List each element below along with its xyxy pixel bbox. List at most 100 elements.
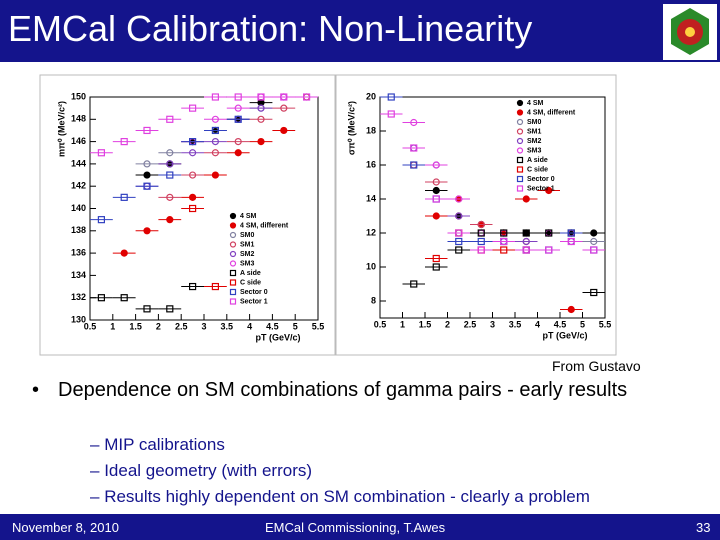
marker [143,227,151,235]
marker [143,160,151,168]
marker [432,178,440,186]
y-tick-label: 138 [71,225,86,235]
marker [143,182,151,190]
marker [97,149,106,157]
marker [280,104,288,112]
logo [663,4,717,60]
y-tick-label: 144 [71,158,86,168]
marker [189,171,197,179]
marker [257,104,265,112]
marker [166,216,174,224]
y-tick-label: 18 [366,125,376,135]
marker [234,138,242,146]
x-tick-label: 4.5 [554,319,567,329]
x-tick-label: 5.5 [312,321,325,331]
marker [522,246,530,254]
x-tick-label: 3 [490,319,495,329]
marker [211,126,219,135]
y-tick-label: 130 [71,314,86,324]
marker [567,229,575,237]
marker [432,212,440,220]
legend-marker [516,137,524,145]
title-bar: EMCal Calibration: Non-Linearity [0,0,720,62]
marker [189,282,197,291]
marker [500,246,508,254]
marker [189,138,197,146]
marker [234,93,242,101]
footer-event: EMCal Commissioning, T.Awes [265,520,446,535]
chart-frame [335,74,617,356]
marker [234,115,242,123]
sub-bullets: MIP calibrations Ideal geometry (with er… [90,432,590,510]
legend-label: SM1 [240,241,255,248]
marker [477,246,485,254]
y-tick-label: 134 [71,270,86,280]
legend-marker [229,288,237,296]
slide-title: EMCal Calibration: Non-Linearity [8,8,533,49]
marker [545,246,553,254]
y-tick-label: 10 [366,261,376,271]
page-number: 33 [696,520,711,535]
marker [410,144,418,152]
marker [166,115,174,123]
marker [97,216,106,224]
legend-label: A side [527,157,548,164]
legend-marker [229,269,237,277]
marker [432,254,440,263]
marker [432,263,440,271]
sub-bullet: Results highly dependent on SM combinati… [90,484,590,510]
legend-marker [516,175,524,183]
marker [97,294,106,302]
marker [211,171,219,179]
legend-marker [516,99,524,107]
marker [432,186,440,195]
marker [280,93,288,101]
marker [477,237,485,246]
marker [410,280,418,288]
marker [120,193,128,201]
legend-label: SM3 [240,260,255,267]
x-tick-label: 1.5 [419,319,432,329]
marker [120,249,128,257]
x-tick-label: 2.5 [464,319,477,329]
marker [455,237,463,246]
marker [166,149,174,157]
y-tick-label: 146 [71,136,86,146]
marker [211,282,219,291]
marker [387,93,395,101]
legend-marker [229,260,237,267]
marker [211,149,219,157]
legend-label: SM2 [527,138,542,145]
y-tick-label: 148 [71,114,86,124]
legend-label: C side [240,279,261,286]
marker [567,237,575,246]
marker [166,160,174,168]
y-tick-label: 150 [71,91,86,101]
marker [257,93,265,101]
marker [410,161,418,169]
x-axis-label: pT (GeV/c) [542,330,587,340]
marker [477,229,485,237]
marker [143,171,151,179]
sub-bullet: MIP calibrations [90,432,590,458]
x-tick-label: 1.5 [129,321,142,331]
marker [590,229,598,237]
sub-bullet: Ideal geometry (with errors) [90,458,590,484]
marker [522,237,530,246]
marker [257,138,265,146]
marker [189,149,197,157]
legend-marker [229,231,237,239]
marker [522,195,530,203]
legend-label: Sector 0 [240,289,268,296]
marker [120,138,128,146]
marker [477,220,485,229]
marker [590,246,598,254]
marker [387,110,395,118]
legend-marker [516,166,524,173]
marker [455,229,463,237]
x-tick-label: 4 [535,319,540,329]
legend-marker [516,128,524,135]
marker [432,161,440,169]
